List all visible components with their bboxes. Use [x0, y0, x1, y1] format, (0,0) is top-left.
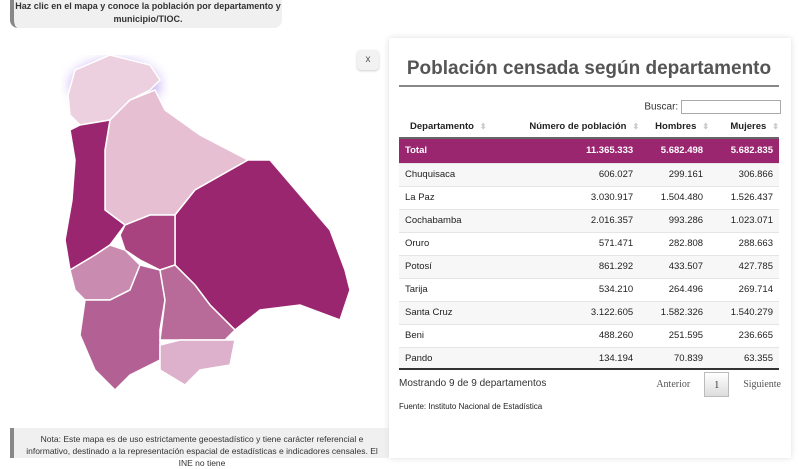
pagination: Anterior 1 Siguiente [656, 372, 781, 397]
cell-departamento: Pando [399, 346, 498, 370]
search-box: Buscar: [644, 100, 781, 114]
cell-number: 306.866 [709, 162, 779, 186]
cell-departamento: Chuquisaca [399, 162, 498, 186]
dept-pando[interactable] [67, 54, 161, 126]
table-info: Mostrando 9 de 9 departamentos [399, 368, 779, 389]
cell-number: 236.665 [709, 323, 779, 347]
cell-departamento: Oruro [399, 231, 498, 255]
cell-number: 861.292 [497, 254, 640, 278]
cell-departamento: Tarija [399, 277, 498, 301]
cell-number: 269.714 [709, 277, 779, 301]
cell-number: 993.286 [639, 208, 710, 232]
cell-number: 70.839 [639, 346, 710, 370]
source-note: Fuente: Instituto Nacional de Estadístic… [399, 402, 543, 411]
sort-icon: ⬍ [772, 122, 779, 131]
cell-number: 3.122.605 [497, 300, 640, 324]
cell-departamento: Santa Cruz [399, 300, 498, 324]
table-row: Tarija 534.210 264.496 269.714 [399, 277, 779, 301]
cell-departamento: La Paz [399, 185, 498, 209]
population-panel: Población censada según departamento Bus… [389, 38, 791, 458]
table-row: Pando 134.194 70.839 63.355 [399, 346, 779, 370]
cell-number: 1.023.071 [709, 208, 779, 232]
dept-potosi[interactable] [79, 264, 166, 392]
page-1-button[interactable]: 1 [704, 372, 730, 397]
table-row: Chuquisaca 606.027 299.161 306.866 [399, 162, 779, 186]
table-row: La Paz 3.030.917 1.504.480 1.526.437 [399, 185, 779, 209]
table-row: Cochabamba 2.016.357 993.286 1.023.071 [399, 208, 779, 232]
cell-number: 282.808 [639, 231, 710, 255]
cell-number: 1.540.279 [709, 300, 779, 324]
prev-button[interactable]: Anterior [656, 379, 691, 390]
cell-number: 264.496 [639, 277, 710, 301]
population-table: Departamento ⬍ Número de población ⬍ Hombr… [399, 116, 779, 370]
column-header-hombres[interactable]: Hombres ⬍ [639, 116, 710, 139]
cell-number: 1.526.437 [709, 185, 779, 209]
panel-title: Población censada según departamento [399, 58, 779, 87]
cell-number: 134.194 [497, 346, 640, 370]
cell-number: 251.595 [639, 323, 710, 347]
sort-icon: ⬍ [632, 122, 640, 131]
sort-icon: ⬍ [702, 122, 710, 131]
bolivia-map[interactable] [0, 40, 380, 430]
cell-departamento: Cochabamba [399, 208, 498, 232]
table-row: Oruro 571.471 282.808 288.663 [399, 231, 779, 255]
table-row: Beni 488.260 251.595 236.665 [399, 323, 779, 347]
cell-number: 534.210 [497, 277, 640, 301]
cell-departamento: Potosí [399, 254, 498, 278]
dept-tarija[interactable] [159, 339, 236, 386]
search-label: Buscar: [644, 101, 679, 113]
table-row: Santa Cruz 3.122.605 1.582.326 1.540.279 [399, 300, 779, 324]
column-header-mujeres[interactable]: Mujeres ⬍ [709, 116, 779, 139]
search-input[interactable] [681, 100, 781, 114]
cell-number: 427.785 [709, 254, 779, 278]
cell-number: 606.027 [497, 162, 640, 186]
total-row: Total 11.365.333 5.682.498 5.682.835 [399, 137, 779, 163]
column-header-poblacion[interactable]: Número de población ⬍ [497, 116, 640, 139]
cell-number: 571.471 [497, 231, 640, 255]
cell-number: 433.507 [639, 254, 710, 278]
cell-number: 299.161 [639, 162, 710, 186]
cell-number: 288.663 [709, 231, 779, 255]
cell-number: 63.355 [709, 346, 779, 370]
cell-number: 1.504.480 [639, 185, 710, 209]
column-header-departamento[interactable]: Departamento ⬍ [399, 116, 498, 139]
table-row: Potosí 861.292 433.507 427.785 [399, 254, 779, 278]
cell-number: 3.030.917 [497, 185, 640, 209]
cell-departamento: Beni [399, 323, 498, 347]
map-disclaimer: Nota: Este mapa es de uso estrictamente … [10, 428, 390, 468]
sort-icon: ⬍ [479, 122, 487, 131]
map-instruction: Haz clic en el mapa y conoce la població… [10, 0, 282, 28]
cell-number: 488.260 [497, 323, 640, 347]
cell-number: 1.582.326 [639, 300, 710, 324]
close-button[interactable]: x [357, 50, 379, 70]
next-button[interactable]: Siguiente [743, 379, 781, 390]
cell-number: 2.016.357 [497, 208, 640, 232]
dept-chuquisaca[interactable] [159, 264, 237, 341]
